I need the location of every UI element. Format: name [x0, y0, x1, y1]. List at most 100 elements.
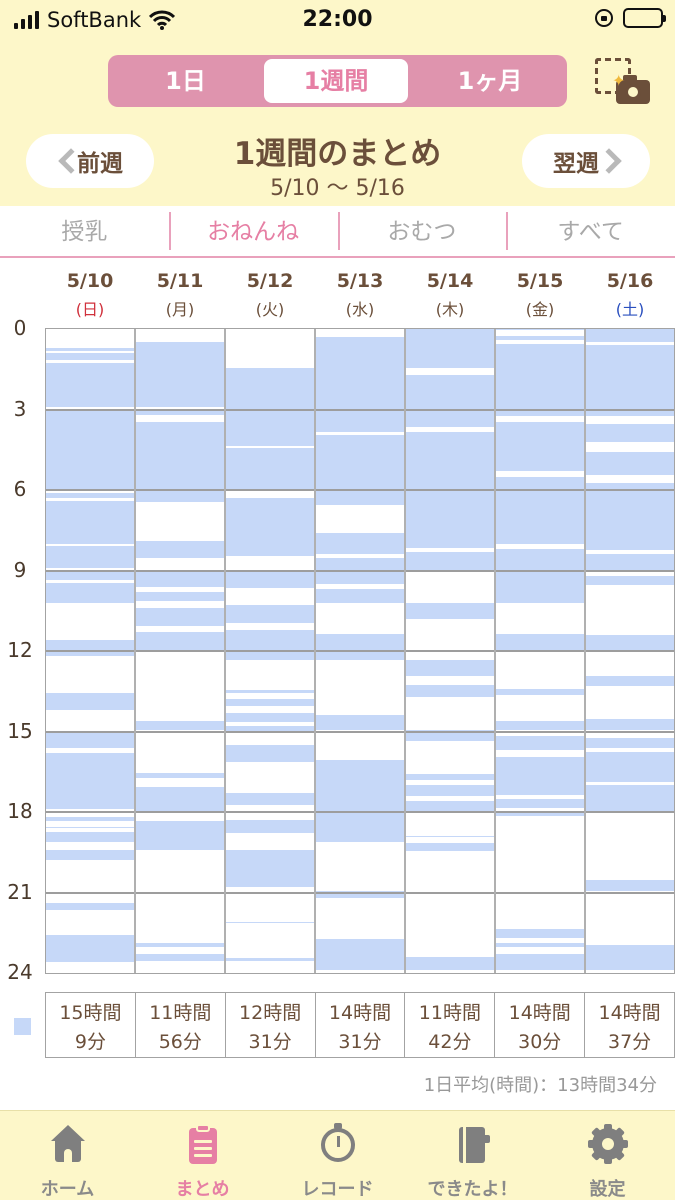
period-tab-week[interactable]: 1週間 [264, 59, 408, 103]
period-tab-month[interactable]: 1ヶ月 [457, 67, 523, 95]
chart-plot [45, 328, 675, 974]
gridline [496, 489, 584, 491]
gridline [496, 408, 584, 411]
gridline [496, 569, 584, 572]
gridline [586, 408, 674, 411]
gridline [316, 891, 404, 894]
period-tab-day[interactable]: 1日 [165, 67, 206, 95]
gridline [136, 891, 224, 894]
sleep-segment [226, 629, 314, 650]
gridline [316, 650, 404, 652]
day-column [586, 329, 674, 973]
sleep-segment [226, 958, 314, 961]
sleep-segment [496, 549, 584, 603]
sleep-segment [46, 752, 134, 810]
tab-sleep[interactable]: おねんね [168, 206, 338, 256]
gridline [316, 730, 404, 733]
prev-week-label: 前週 [77, 151, 123, 177]
sleep-segment [496, 943, 584, 948]
sleep-segment [316, 651, 404, 661]
sleep-segment [226, 570, 314, 588]
sleep-segment [46, 935, 134, 963]
gridline [136, 569, 224, 572]
gridline [226, 489, 314, 491]
y-tick-label: 21 [7, 879, 33, 904]
nav-record[interactable]: レコード [270, 1111, 405, 1200]
sleep-segment [496, 490, 584, 544]
gridline [226, 891, 314, 894]
prev-week-button[interactable]: 前週 [26, 134, 154, 188]
day-column [46, 329, 134, 973]
sleep-segment [136, 632, 224, 650]
y-tick-label: 6 [13, 477, 27, 501]
status-bar: SoftBank 22:00 [0, 0, 675, 40]
tab-all[interactable]: すべて [506, 206, 675, 256]
sleep-segment [496, 343, 584, 410]
sleep-segment [586, 676, 674, 686]
gridline [406, 489, 494, 491]
sleep-segment [406, 660, 494, 677]
gridline [136, 650, 224, 652]
day-total: 14時間 31分 [315, 993, 405, 1057]
sleep-segment [496, 720, 584, 731]
day-weekday: (火) [255, 300, 285, 319]
sleep-segment [46, 903, 134, 910]
sleep-segment [46, 849, 134, 861]
nav-achievements-label: できたよ！ [427, 1179, 518, 1200]
screenshot-camera-icon[interactable]: ✦ [592, 55, 652, 107]
gridline [136, 408, 224, 411]
tab-feeding[interactable]: 授乳 [61, 219, 108, 245]
nav-achievements[interactable]: できたよ！ [405, 1111, 540, 1200]
sleep-segment [226, 367, 314, 410]
gridline [316, 408, 404, 411]
date-range: 5/10 〜 5/16 [270, 176, 405, 201]
sleep-segment [136, 591, 224, 602]
sleep-segment [406, 801, 494, 812]
day-total-minutes: 9分 [74, 1031, 106, 1053]
sleep-segment [496, 633, 584, 650]
sleep-segment [496, 335, 584, 340]
sleep-segment [226, 922, 314, 924]
sleep-segment [496, 735, 584, 751]
day-weekday: (土) [615, 300, 645, 319]
sleep-segment [46, 692, 134, 711]
sleep-segment [316, 337, 404, 410]
sleep-segment [226, 726, 314, 732]
gridline [46, 650, 134, 652]
sleep-segment [316, 434, 404, 490]
gridline [406, 569, 494, 572]
sleep-segment [46, 651, 134, 657]
sleep-segment [586, 452, 674, 476]
sleep-segment [136, 954, 224, 961]
sleep-segment [586, 880, 674, 892]
sleep-segment [316, 490, 404, 505]
sleep-segment [586, 409, 674, 417]
sleep-segment [46, 582, 134, 603]
day-date: 5/16 [606, 270, 654, 292]
sleep-segment [406, 956, 494, 971]
day-date: 5/11 [156, 270, 204, 292]
nav-summary[interactable]: まとめ [135, 1111, 270, 1200]
header: 1日 1週間 1ヶ月 ✦ 前週 1週間のまとめ 5/10 〜 5/16 翌週 [0, 40, 675, 206]
y-tick-label: 0 [13, 316, 27, 340]
sleep-segment [136, 421, 224, 503]
sleep-segment [136, 342, 224, 407]
next-week-button[interactable]: 翌週 [522, 134, 650, 188]
nav-settings[interactable]: 設定 [540, 1111, 675, 1200]
sleep-segment [46, 362, 134, 407]
battery-icon [623, 8, 666, 28]
sleep-segment [226, 689, 314, 693]
sleep-segment [46, 832, 134, 842]
sleep-segment [406, 730, 494, 741]
nav-record-label: レコード [301, 1179, 374, 1200]
clipboard-icon [183, 1123, 223, 1167]
gridline [46, 891, 134, 894]
tab-diaper[interactable]: おむつ [337, 206, 507, 256]
gridline [586, 489, 674, 491]
gridline [496, 650, 584, 652]
sleep-segment [226, 793, 314, 806]
day-total: 15時間 9分 [46, 993, 135, 1057]
sleep-chart: 5/10 (日) 5/11 (月) 5/12 (火) 5/13 (水) 5/14 (木) 5/15 (… [0, 260, 675, 984]
nav-home[interactable]: ホーム [0, 1111, 135, 1200]
gridline [586, 650, 674, 652]
